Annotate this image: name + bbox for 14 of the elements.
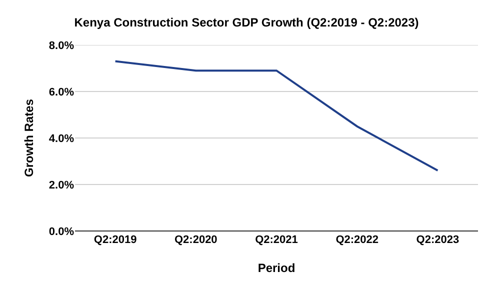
y-tick-label: 8.0% xyxy=(48,40,74,52)
x-tick-label: Q2:2020 xyxy=(174,234,218,246)
x-axis-title: Period xyxy=(258,260,296,275)
x-tick-label: Q2:2019 xyxy=(94,234,137,246)
y-tick-label: 0.0% xyxy=(48,226,74,238)
x-tick-label: Q2:2022 xyxy=(336,234,379,246)
y-tick-label: 4.0% xyxy=(48,132,74,145)
x-tick-label: Q2:2021 xyxy=(255,234,298,246)
chart-title: Kenya Construction Sector GDP Growth (Q2:2019 - Q2:2023) xyxy=(74,15,419,30)
y-axis-title: Growth Rates xyxy=(22,98,36,178)
x-tick-label: Q2:2023 xyxy=(416,234,460,246)
y-tick-label: 2.0% xyxy=(48,179,74,192)
line-series xyxy=(114,60,439,172)
y-tick-label: 6.0% xyxy=(48,86,74,98)
